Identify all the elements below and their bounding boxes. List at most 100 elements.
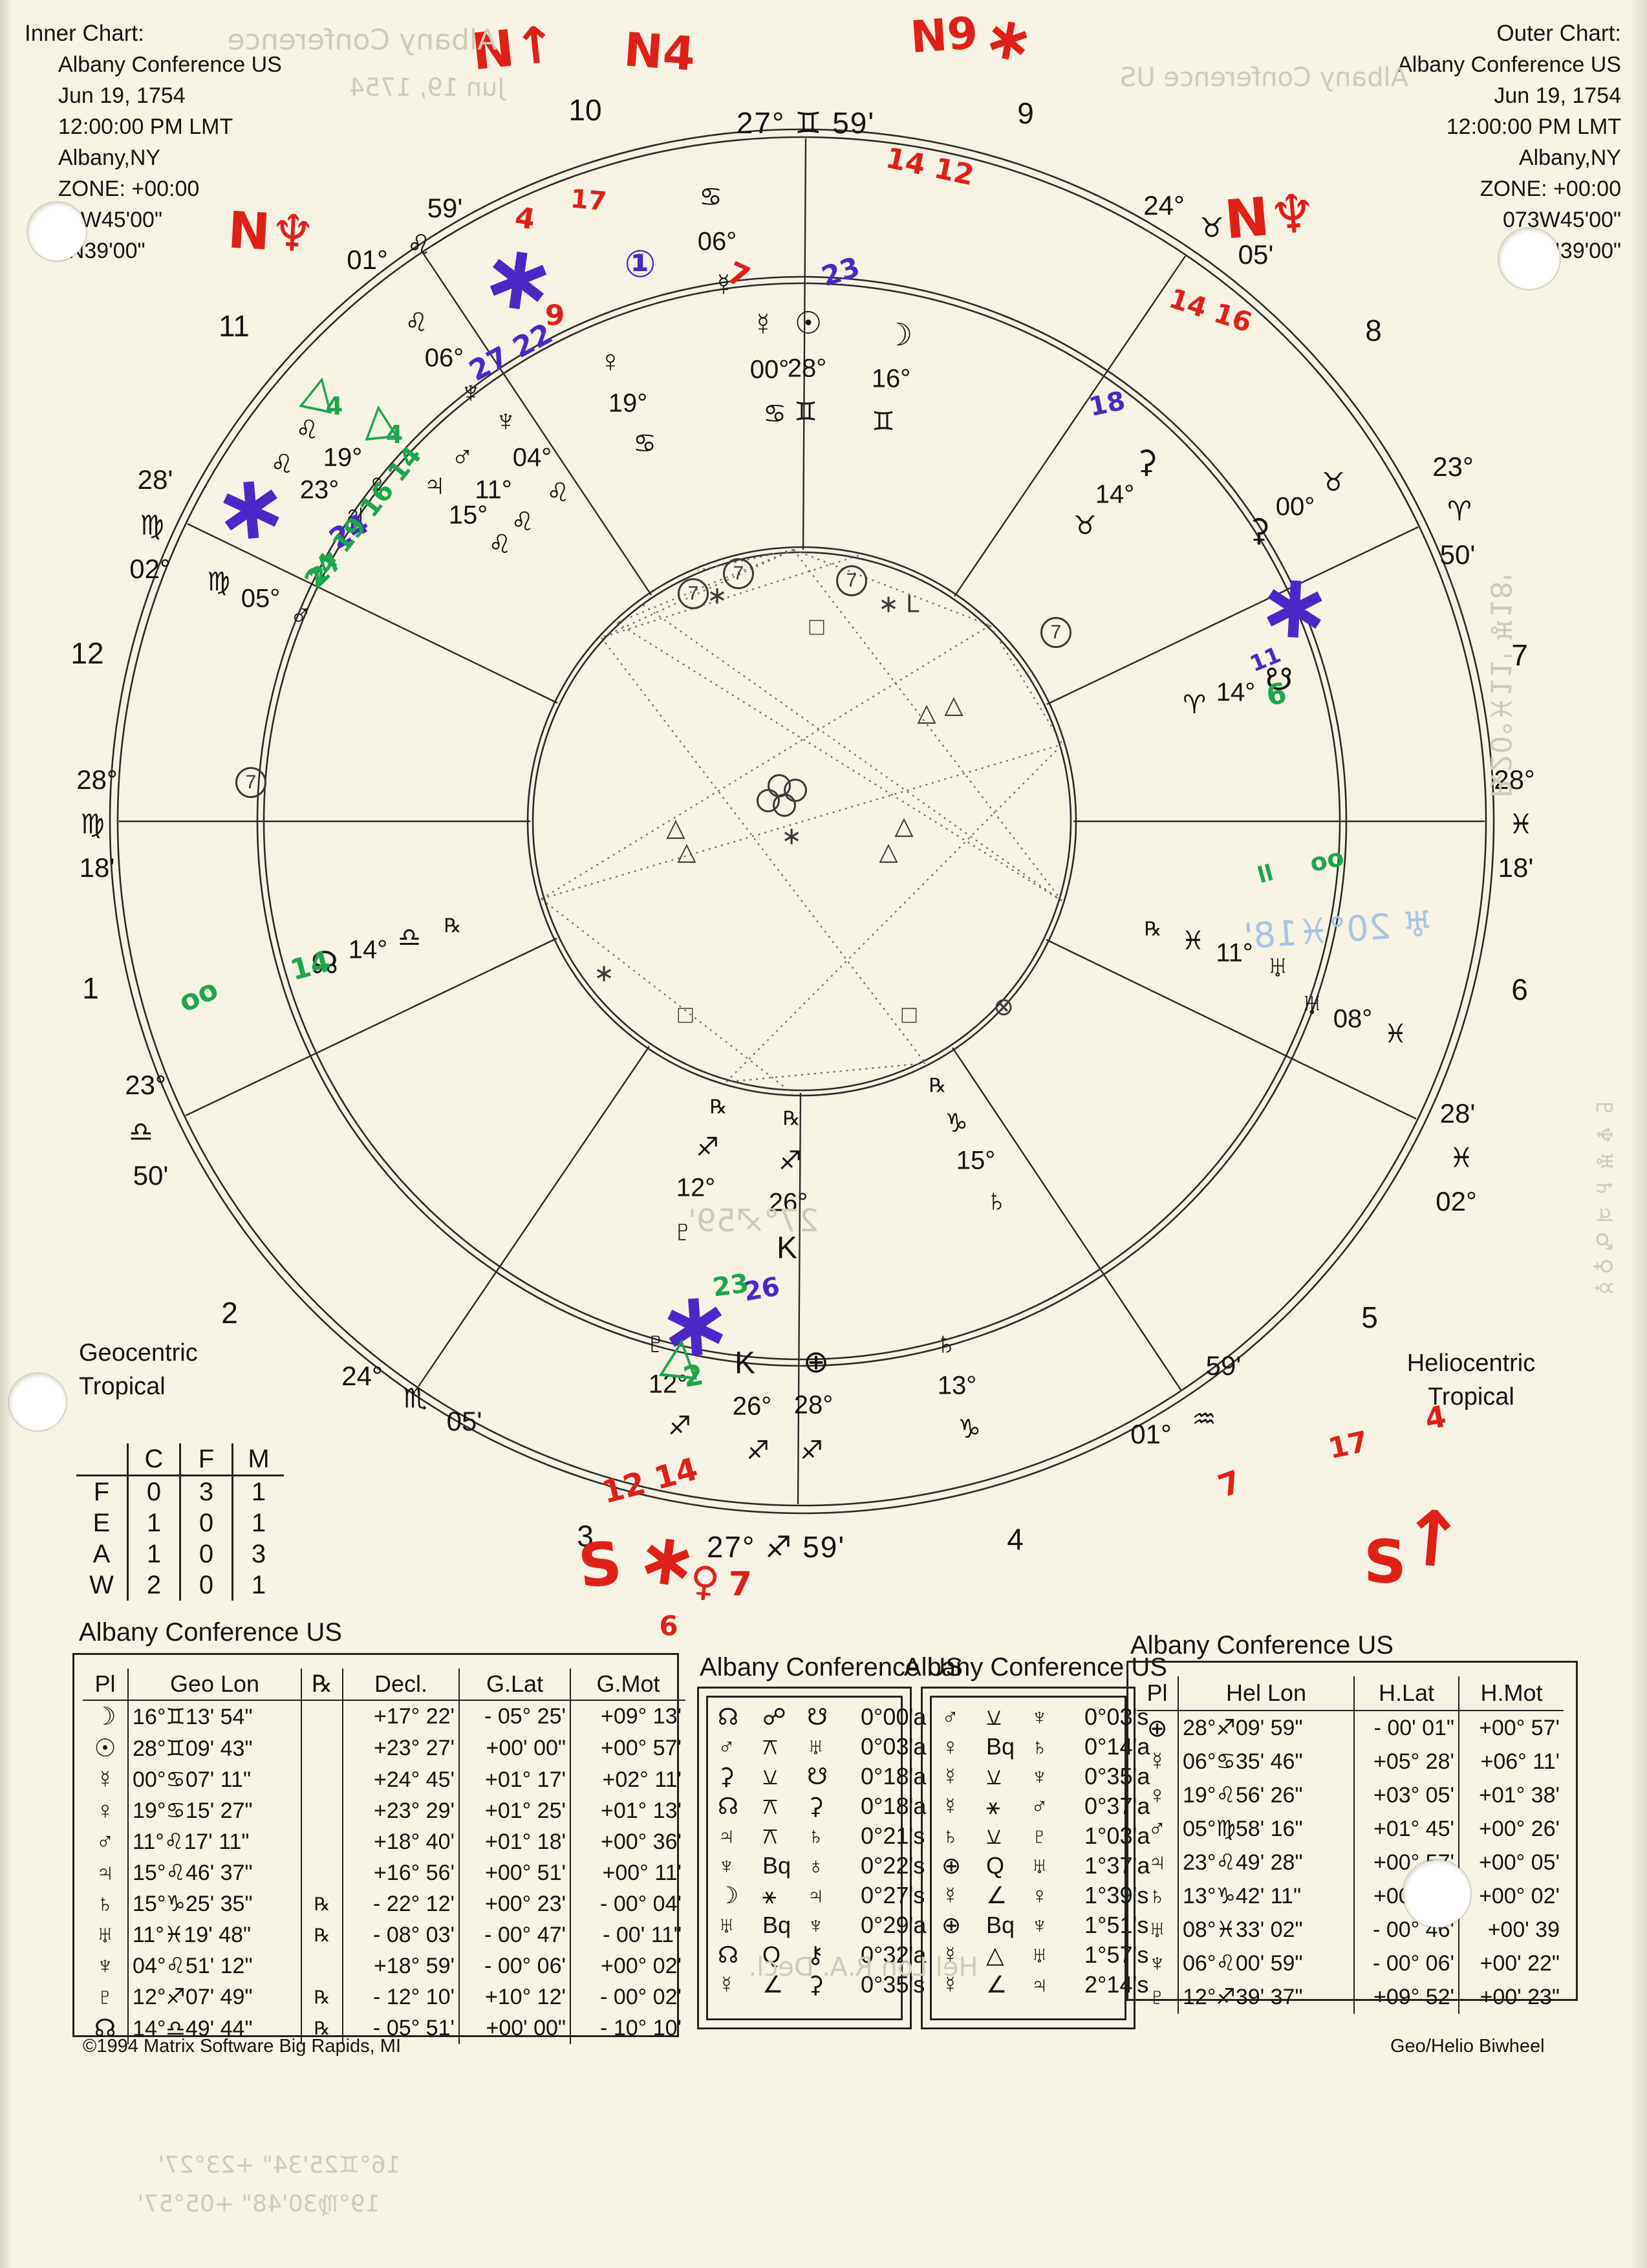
handwritten-annotation: ↑ xyxy=(1396,1491,1469,1587)
house-number: 8 xyxy=(1365,314,1382,347)
aspect-box-right-inner xyxy=(930,1696,1126,2020)
table-cell: ♀ xyxy=(96,1797,114,1824)
table-cell: +00° 51' xyxy=(458,1857,570,1888)
planet-glyph: ♃ xyxy=(343,497,367,532)
table-cell: +02° 11' xyxy=(570,1764,685,1795)
table-cell: ♆ xyxy=(1031,1703,1048,1730)
table-cell: +01° 17' xyxy=(458,1764,570,1795)
planet-glyph: ⚳ xyxy=(1135,445,1158,479)
table-cell: 0°03'a xyxy=(861,1733,927,1760)
aspect-line xyxy=(601,548,794,639)
table-cell: ♆ xyxy=(1031,1763,1048,1789)
table-row: ♅ Bq ♆ 0°29'a xyxy=(714,1910,926,1940)
handwritten-annotation: 4 xyxy=(325,392,343,420)
cusp-label: 50' xyxy=(1439,539,1476,570)
cusp-label: 01° xyxy=(1130,1419,1172,1449)
cusp-label: 23° xyxy=(1432,451,1474,482)
table-cell: 1 xyxy=(127,1539,180,1570)
table-row: ♂ ⚻ ♅ 0°03'a xyxy=(714,1732,927,1762)
table-cell: Bq xyxy=(986,1912,1015,1938)
bleedthrough-text: Jun 19, 1754 xyxy=(349,73,505,102)
table-cell: +00' 23" xyxy=(1458,1980,1564,2014)
table-row: ☊ ⚻ ⚳ 0°18'a xyxy=(714,1791,926,1821)
cusp-label: 05' xyxy=(1238,239,1274,270)
wheel-circle xyxy=(109,128,1495,1515)
house-cusp-line xyxy=(797,1092,802,1505)
planet-degree: 19° xyxy=(608,389,648,418)
table-cell: +17° 22' xyxy=(342,1700,459,1733)
chart-time: 12:00:00 PM LMT xyxy=(58,114,233,139)
planet-glyph: ☋ xyxy=(1265,663,1293,697)
table-row: ♀ Bq ♄ 0°14'a xyxy=(938,1732,1150,1762)
table-cell xyxy=(301,1700,343,1733)
handwritten-annotation: 9 xyxy=(544,299,565,332)
table-cell: +00° 05' xyxy=(1458,1846,1564,1879)
asc-label: 28° xyxy=(76,764,118,795)
handwritten-annotation: 4 xyxy=(385,420,404,449)
handwritten-annotation: N♆ xyxy=(1222,182,1319,252)
retrograde-mark: ℞ xyxy=(709,1096,727,1118)
zodiac-sign-glyph: ♌ xyxy=(546,479,570,507)
table-cell: △ xyxy=(986,1941,1004,1968)
handwritten-annotation: S xyxy=(1363,1527,1407,1597)
table-cell: 1 xyxy=(231,1570,284,1601)
house-cusp-line xyxy=(1046,938,1417,1120)
table-cell: ⚹ xyxy=(986,1792,1000,1819)
dsc-label: 28° xyxy=(1494,764,1535,795)
table-row: ♄ 15°♑25' 35" ℞ - 22° 12' +00° 23' - 00° 04' xyxy=(83,1888,685,1919)
table-cell: ⚳ xyxy=(718,1763,735,1789)
planet-degree: 08° xyxy=(1333,1004,1373,1033)
zodiac-sign-glyph: ♉ xyxy=(1073,512,1097,540)
table-cell: +23° 29' xyxy=(342,1795,459,1826)
aspect-line xyxy=(793,548,991,627)
planet-degree: 14° xyxy=(1095,480,1135,509)
zodiac-sign-glyph: ♓ xyxy=(1384,1020,1407,1048)
table-row: ♇ 12°♐07' 49" ℞ - 12° 10' +10° 12' - 00° 02' xyxy=(83,1982,685,2013)
table-row: ♇ 12°♐39' 37" +09° 52' +00' 23" xyxy=(1137,1980,1564,2014)
chiron-glyph: K xyxy=(776,1231,798,1266)
zodiac-sign-glyph: ♑ xyxy=(958,1415,981,1443)
planet-glyph: ♇ xyxy=(671,1214,694,1249)
table-row: ♄ ⚺ ♇ 1°03'a xyxy=(938,1821,1150,1851)
table-cell: 28°♐09' 59" xyxy=(1178,1711,1354,1745)
table-cell: ℞ xyxy=(301,1982,343,2013)
table-cell: ℞ xyxy=(301,1919,343,1950)
planet-glyph: ♂ xyxy=(451,440,474,475)
zodiac-sign-glyph: ♐ xyxy=(746,1436,770,1465)
planet-degree: 26° xyxy=(768,1188,808,1217)
table-row: ☽ 16°♊13' 54" +17° 22' - 05° 25' +09° 13' xyxy=(83,1700,685,1733)
cusp-label: 50' xyxy=(133,1160,169,1191)
bleedthrough-text: Albany Conference xyxy=(227,23,497,57)
planet-degree: 11° xyxy=(1216,938,1253,967)
aspect-mark: △ xyxy=(944,691,963,719)
bleedthrough-text: ℞20°♓11' ♅18' xyxy=(1483,573,1517,798)
table-cell: +16° 56' xyxy=(342,1857,459,1888)
planet-degree: 26° xyxy=(732,1392,772,1421)
table-cell: ♅ xyxy=(1031,1941,1048,1968)
cusp-label: ♍ xyxy=(80,808,105,839)
punch-hole xyxy=(28,202,86,261)
planet-degree: 13° xyxy=(937,1371,977,1400)
table-cell: Q xyxy=(762,1941,781,1968)
table-cell: ♂ xyxy=(96,1828,114,1855)
table-cell: +18° 59' xyxy=(342,1950,459,1982)
aspect-mark: ∗ xyxy=(707,582,727,610)
table-cell: +00° 36' xyxy=(570,1826,685,1857)
planet-degree: 00° xyxy=(749,355,790,384)
planet-glyph: ♃ xyxy=(423,468,446,502)
cusp-label: 59' xyxy=(427,193,463,223)
table-cell: 1 xyxy=(127,1507,180,1539)
table-row: ♃ 15°♌46' 37" +16° 56' +00° 51' +00° 11' xyxy=(83,1857,685,1888)
cusp-label: 05' xyxy=(446,1406,482,1436)
aspect-mark: 7 xyxy=(1040,617,1071,648)
chiron-glyph: K xyxy=(734,1346,756,1381)
zodiac-sign-glyph: ♎ xyxy=(398,923,421,952)
table-cell: ♅ xyxy=(1148,1916,1167,1943)
planet-glyph: ♀ xyxy=(599,344,622,379)
bleedthrough-text: 27°♐59' xyxy=(687,1203,819,1239)
table-cell: ☿ xyxy=(942,1941,959,1968)
table-cell: +00° 11' xyxy=(570,1857,685,1888)
cusp-label: 18' xyxy=(1498,852,1534,883)
aspect-mark: □ xyxy=(678,1001,693,1029)
outer-chart-title: Outer Chart: xyxy=(1496,21,1621,46)
